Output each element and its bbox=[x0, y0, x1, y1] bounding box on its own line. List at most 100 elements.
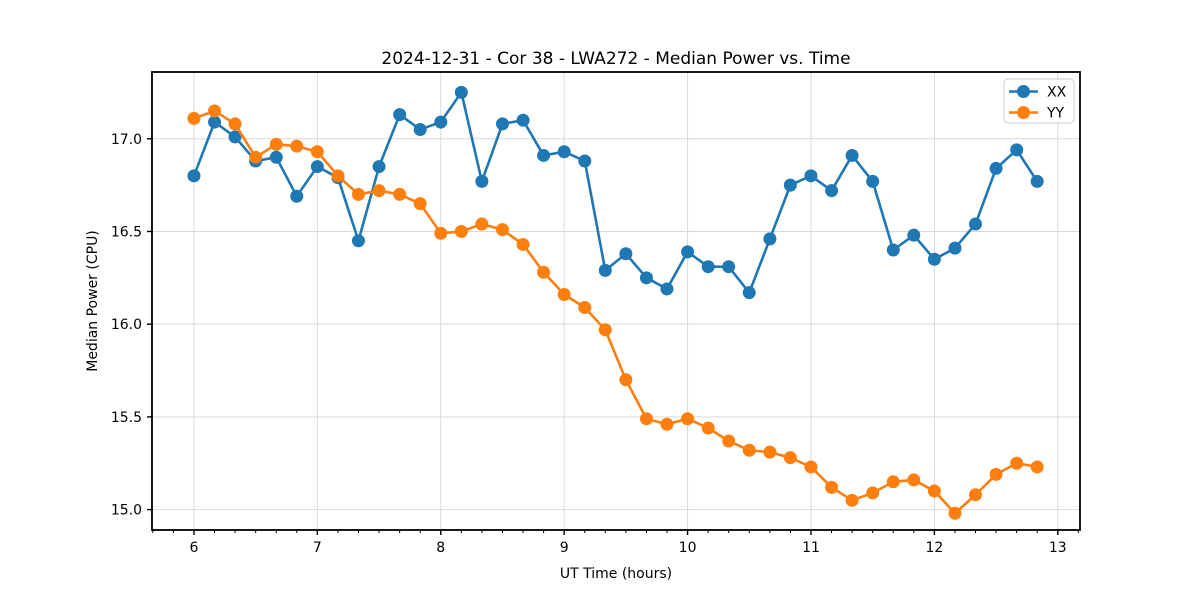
x-tick-label: 9 bbox=[560, 540, 569, 556]
legend-entry-label: YY bbox=[1046, 106, 1065, 122]
data-point-yy bbox=[557, 288, 571, 302]
data-point-yy bbox=[475, 217, 489, 231]
y-tick-label: 15.0 bbox=[111, 503, 142, 519]
x-tick-label: 11 bbox=[802, 540, 820, 556]
data-point-xx bbox=[454, 85, 468, 99]
data-point-xx bbox=[722, 260, 736, 274]
data-point-xx bbox=[783, 178, 797, 192]
data-point-yy bbox=[290, 139, 304, 153]
data-point-xx bbox=[927, 252, 941, 266]
data-point-yy bbox=[208, 104, 222, 118]
data-point-xx bbox=[701, 260, 715, 274]
data-point-yy bbox=[619, 373, 633, 387]
tick-layer: 6 7 8 9 10 11 12 13 15.0 15.5 16.0 16.5 17.0 bbox=[111, 132, 1079, 556]
data-point-xx bbox=[660, 282, 674, 296]
data-point-yy bbox=[310, 145, 324, 159]
y-tick-label: 15.5 bbox=[111, 410, 142, 426]
data-point-yy bbox=[701, 421, 715, 435]
data-point-yy bbox=[639, 412, 653, 426]
data-point-xx bbox=[310, 160, 324, 174]
data-point-yy bbox=[372, 184, 386, 198]
data-point-xx bbox=[742, 286, 756, 300]
data-point-xx bbox=[290, 189, 304, 203]
data-point-yy bbox=[434, 226, 448, 240]
data-point-xx bbox=[681, 245, 695, 259]
data-point-yy bbox=[249, 150, 263, 164]
x-tick-label: 13 bbox=[1049, 540, 1067, 556]
data-point-yy bbox=[598, 323, 612, 337]
data-point-yy bbox=[742, 443, 756, 457]
data-point-xx bbox=[475, 174, 489, 188]
data-point-yy bbox=[681, 412, 695, 426]
data-point-xx bbox=[413, 122, 427, 136]
data-point-yy bbox=[393, 187, 407, 201]
legend-sample-marker bbox=[1017, 106, 1030, 119]
data-point-xx bbox=[537, 148, 551, 162]
data-point-xx bbox=[228, 130, 242, 144]
data-point-xx bbox=[907, 228, 921, 242]
x-tick-label: 10 bbox=[679, 540, 697, 556]
data-point-xx bbox=[393, 108, 407, 122]
data-point-xx bbox=[639, 271, 653, 285]
data-point-xx bbox=[598, 263, 612, 277]
data-point-yy bbox=[886, 475, 900, 489]
data-point-yy bbox=[187, 111, 201, 125]
chart-title: 2024-12-31 - Cor 38 - LWA272 - Median Po… bbox=[381, 49, 850, 69]
data-point-xx bbox=[763, 232, 777, 246]
data-point-xx bbox=[351, 234, 365, 248]
data-point-xx bbox=[619, 247, 633, 261]
x-axis-label: UT Time (hours) bbox=[560, 566, 672, 582]
x-tick-label: 6 bbox=[189, 540, 198, 556]
data-point-xx bbox=[845, 148, 859, 162]
data-point-yy bbox=[1030, 460, 1044, 474]
data-point-xx bbox=[208, 115, 222, 129]
data-point-yy bbox=[660, 417, 674, 431]
x-tick-label: 8 bbox=[436, 540, 445, 556]
data-point-yy bbox=[763, 445, 777, 459]
data-point-xx bbox=[516, 113, 530, 127]
x-tick-label: 12 bbox=[925, 540, 943, 556]
data-point-xx bbox=[557, 145, 571, 159]
data-point-yy bbox=[516, 237, 530, 251]
y-axis-label: Median Power (CPU) bbox=[85, 230, 101, 372]
data-point-yy bbox=[783, 451, 797, 465]
data-point-yy bbox=[454, 224, 468, 238]
data-point-yy bbox=[537, 265, 551, 279]
data-point-yy bbox=[866, 486, 880, 500]
data-point-xx bbox=[804, 169, 818, 183]
y-tick-label: 16.0 bbox=[111, 317, 142, 333]
data-point-yy bbox=[907, 473, 921, 487]
series-layer bbox=[187, 85, 1044, 520]
series-xx bbox=[187, 85, 1044, 300]
data-point-yy bbox=[413, 197, 427, 211]
x-tick-label: 7 bbox=[313, 540, 322, 556]
data-point-xx bbox=[269, 150, 283, 164]
data-point-yy bbox=[495, 223, 509, 237]
legend: XX YY bbox=[1003, 78, 1075, 124]
data-point-yy bbox=[845, 493, 859, 507]
y-tick-label: 16.5 bbox=[111, 224, 142, 240]
data-point-yy bbox=[269, 137, 283, 151]
data-point-yy bbox=[1010, 456, 1024, 470]
data-point-xx bbox=[372, 160, 386, 174]
y-tick-label: 17.0 bbox=[111, 132, 142, 148]
data-point-yy bbox=[804, 460, 818, 474]
data-point-xx bbox=[968, 217, 982, 231]
plot-border bbox=[151, 71, 1081, 531]
data-point-xx bbox=[825, 184, 839, 198]
data-point-yy bbox=[351, 187, 365, 201]
data-point-xx bbox=[948, 241, 962, 255]
data-point-yy bbox=[722, 434, 736, 448]
data-point-yy bbox=[578, 300, 592, 314]
data-point-xx bbox=[1010, 143, 1024, 157]
data-point-yy bbox=[825, 480, 839, 494]
data-point-xx bbox=[886, 243, 900, 257]
data-point-xx bbox=[578, 154, 592, 168]
data-point-xx bbox=[989, 161, 1003, 175]
data-point-xx bbox=[187, 169, 201, 183]
series-yy bbox=[187, 104, 1044, 520]
data-point-xx bbox=[434, 115, 448, 129]
